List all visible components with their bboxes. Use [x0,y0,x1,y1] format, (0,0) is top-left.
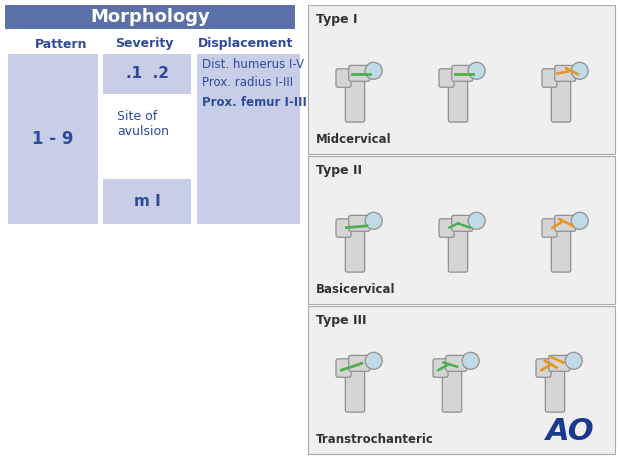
FancyBboxPatch shape [336,69,351,87]
FancyBboxPatch shape [103,54,191,94]
Text: Basicervical: Basicervical [316,283,396,296]
Ellipse shape [462,353,479,369]
FancyBboxPatch shape [345,79,365,122]
FancyBboxPatch shape [103,179,191,224]
Text: Severity: Severity [115,38,174,50]
FancyBboxPatch shape [542,69,557,87]
FancyBboxPatch shape [442,369,462,412]
Text: Midcervical: Midcervical [316,133,392,146]
Bar [308,156,615,304]
Ellipse shape [365,62,382,79]
Ellipse shape [571,213,588,230]
Text: Displacement: Displacement [198,38,293,50]
Text: Type II: Type II [316,164,362,177]
FancyBboxPatch shape [549,355,570,371]
Ellipse shape [565,353,582,369]
FancyBboxPatch shape [546,369,565,412]
FancyBboxPatch shape [345,369,365,412]
FancyBboxPatch shape [446,355,467,371]
FancyBboxPatch shape [433,359,448,377]
FancyBboxPatch shape [536,359,551,377]
Ellipse shape [468,213,485,230]
FancyBboxPatch shape [5,5,295,29]
Text: Morphology: Morphology [90,8,210,26]
FancyBboxPatch shape [348,355,370,371]
Text: Site of
avulsion: Site of avulsion [117,110,169,138]
Text: Pattern: Pattern [35,38,87,50]
FancyBboxPatch shape [452,215,472,231]
FancyBboxPatch shape [551,79,570,122]
Bar [308,306,615,454]
Text: 1 - 9: 1 - 9 [32,130,74,148]
FancyBboxPatch shape [336,359,351,377]
FancyBboxPatch shape [345,229,365,272]
Bar [308,5,615,154]
Text: Prox. radius I-III: Prox. radius I-III [202,75,293,89]
Text: Transtrochanteric: Transtrochanteric [316,433,434,446]
Text: AO: AO [546,416,595,446]
FancyBboxPatch shape [555,215,576,231]
Text: Prox. femur I-III: Prox. femur I-III [202,95,307,108]
FancyBboxPatch shape [336,219,351,237]
FancyBboxPatch shape [448,79,467,122]
FancyBboxPatch shape [439,219,454,237]
FancyBboxPatch shape [555,65,576,81]
Ellipse shape [365,353,382,369]
Ellipse shape [571,62,588,79]
FancyBboxPatch shape [439,69,454,87]
Text: Type III: Type III [316,314,366,327]
Text: Dist. humerus I-V: Dist. humerus I-V [202,57,304,71]
Text: Type I: Type I [316,13,358,26]
FancyBboxPatch shape [542,219,557,237]
Ellipse shape [365,213,382,230]
FancyBboxPatch shape [348,215,370,231]
FancyBboxPatch shape [448,229,467,272]
FancyBboxPatch shape [348,65,370,81]
Text: m I: m I [134,194,161,208]
FancyBboxPatch shape [8,54,98,224]
Text: .1  .2: .1 .2 [125,67,169,82]
FancyBboxPatch shape [452,65,472,81]
FancyBboxPatch shape [551,229,570,272]
Ellipse shape [468,62,485,79]
FancyBboxPatch shape [197,54,300,224]
